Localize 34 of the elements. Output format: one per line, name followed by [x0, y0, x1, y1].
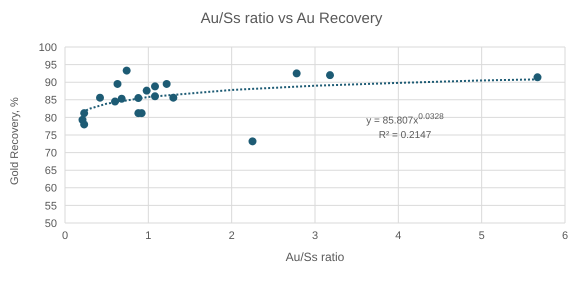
x-tick-label: 6 — [562, 230, 568, 242]
y-tick-label: 90 — [44, 77, 57, 90]
y-tick-label: 50 — [44, 218, 57, 230]
point — [292, 69, 301, 78]
point — [162, 80, 171, 88]
y-tick-label: 85 — [44, 94, 57, 107]
x-tick-label: 5 — [478, 230, 485, 242]
chart-title: Au/Ss ratio vs Au Recovery — [200, 10, 384, 27]
y-tick-label: 60 — [44, 182, 57, 195]
y-axis-title: Gold Recovery, % — [8, 96, 21, 185]
point — [151, 82, 159, 90]
y-tick-label: 65 — [44, 165, 57, 178]
point — [96, 94, 104, 102]
point — [142, 86, 151, 95]
point — [534, 73, 542, 82]
point — [248, 137, 256, 146]
y-tick-label: 100 — [38, 42, 57, 54]
y-tick-label: 75 — [44, 130, 57, 142]
y-tick-label: 80 — [44, 112, 57, 124]
x-tick-label: 2 — [228, 230, 235, 242]
x-tick-label: 0 — [62, 230, 68, 242]
point — [326, 71, 334, 80]
point — [114, 80, 122, 88]
point — [122, 66, 131, 75]
y-tick-label: 70 — [44, 148, 57, 160]
point — [80, 120, 88, 128]
annotation: R² = 0.2147 — [378, 129, 432, 144]
x-tick-label: 4 — [395, 230, 402, 242]
y-tick-label: 55 — [44, 200, 57, 212]
x-tick-label: 3 — [312, 230, 318, 242]
annotation: y = 85.807x$^{0.0328}$ — [365, 110, 445, 128]
y-tick-label: 95 — [44, 60, 57, 72]
x-tick-label: 1 — [145, 230, 152, 242]
x-axis-title: Au/Ss ratio — [286, 250, 345, 264]
